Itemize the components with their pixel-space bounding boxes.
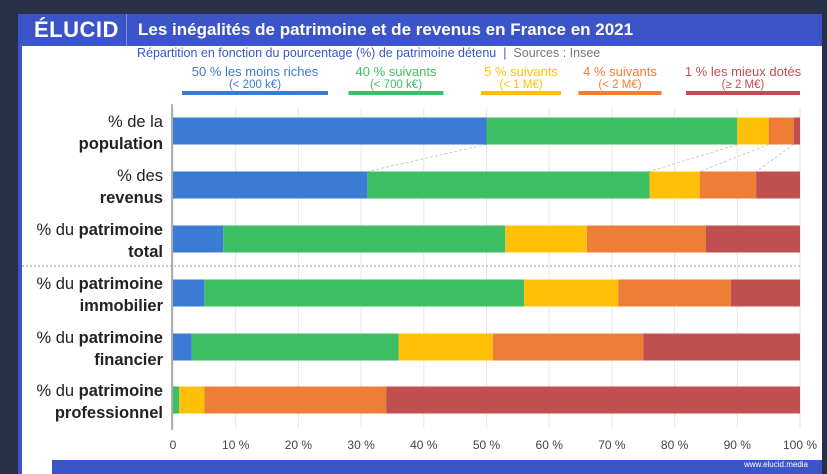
bar-segment [173, 333, 192, 361]
x-tick-label: 50 % [473, 438, 501, 452]
bar-segment [398, 333, 493, 361]
bar-segment [173, 386, 180, 414]
bar-segment [367, 171, 650, 199]
connector-line [367, 144, 487, 172]
x-tick-label: 10 % [222, 438, 250, 452]
legend-swatch [348, 91, 444, 95]
bar-segment [731, 279, 800, 307]
row-label-line1: % du patrimoine [36, 275, 163, 293]
x-tick-label: 60 % [536, 438, 564, 452]
legend-sublabel: (< 700 k€) [370, 79, 422, 91]
chart-title: Les inégalités de patrimoine et de reven… [138, 20, 634, 39]
row-label-line2: population [79, 135, 163, 153]
bar-segment [505, 225, 587, 253]
connector-line [755, 144, 795, 172]
header: ÉLUCID Les inégalités de patrimoine et d… [22, 14, 822, 46]
legend-label: 4 % suivants [583, 64, 657, 79]
legend-sublabel: (≥ 2 M€) [722, 79, 765, 91]
legend-label: 1 % les mieux dotés [685, 64, 802, 79]
legend-sublabel: (< 2 M€) [598, 79, 641, 91]
x-tick-label: 100 % [783, 438, 817, 452]
bar-segment [737, 117, 769, 145]
bar-segment [191, 333, 399, 361]
bar-segment [524, 279, 619, 307]
legend-swatch [481, 91, 561, 95]
legend-label: 5 % suivants [484, 64, 558, 79]
legend-sublabel: (< 1 M€) [499, 79, 542, 91]
bar-segment [173, 225, 224, 253]
x-tick-label: 40 % [410, 438, 438, 452]
legend-sublabel: (< 200 k€) [229, 79, 281, 91]
sources: Sources : Insee [513, 46, 601, 60]
legend-label: 40 % suivants [356, 64, 437, 79]
x-tick-label: 90 % [724, 438, 752, 452]
row-label-line2: financier [94, 351, 163, 369]
connector-line [699, 144, 769, 172]
bar-segment [173, 279, 205, 307]
x-tick-label: 70 % [598, 438, 626, 452]
row-label-line1: % du patrimoine [36, 329, 163, 347]
bar-segment [756, 171, 800, 199]
row-label-line1: % du patrimoine [36, 382, 163, 400]
bar-segment [618, 279, 732, 307]
row-label-line2: professionnel [55, 404, 163, 422]
legend-swatch [182, 91, 328, 95]
bar-segment [179, 386, 205, 414]
bar-segment [173, 117, 487, 145]
bar-segment [705, 225, 800, 253]
row-label-line2: total [128, 243, 163, 261]
x-tick-label: 20 % [285, 438, 313, 452]
elucid-logo: ÉLUCID [34, 17, 119, 42]
legend-swatch [686, 91, 800, 95]
bar-segment [586, 225, 706, 253]
bar-segment [223, 225, 506, 253]
bar-segment [768, 117, 794, 145]
row-label-line2: revenus [100, 189, 163, 207]
bar-segment [649, 171, 700, 199]
bar-segment [204, 386, 387, 414]
row-label-line1: % du patrimoine [36, 221, 163, 239]
bar-segment [486, 117, 738, 145]
bar-segment [699, 171, 757, 199]
legend-swatch [578, 91, 662, 95]
row-label-line1: % des [117, 167, 163, 185]
site-url[interactable]: www.elucid.media [743, 460, 808, 469]
x-tick-label: 80 % [661, 438, 689, 452]
bar-segment [204, 279, 525, 307]
x-tick-label: 0 [170, 438, 177, 452]
chart-subtitle: Répartition en fonction du pourcentage (… [137, 46, 601, 60]
bar-segment [793, 117, 800, 145]
connector-line [649, 144, 738, 172]
legend-label: 50 % les moins riches [192, 64, 319, 79]
bar-segment [173, 171, 368, 199]
bar-segment [386, 386, 800, 414]
bar-segment [492, 333, 644, 361]
subtitle-text: Répartition en fonction du pourcentage (… [137, 46, 497, 60]
bar-segment [643, 333, 800, 361]
x-tick-label: 30 % [347, 438, 375, 452]
row-label-line1: % de la [108, 113, 164, 131]
row-label-line2: immobilier [80, 297, 164, 315]
header-divider [126, 14, 127, 46]
